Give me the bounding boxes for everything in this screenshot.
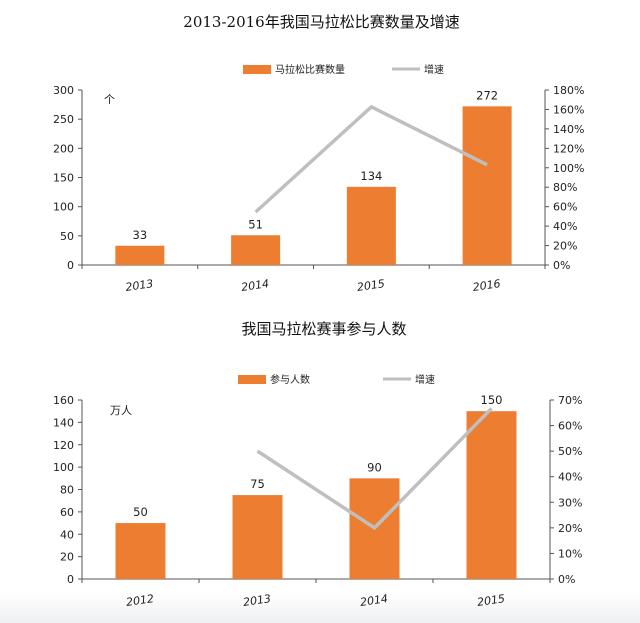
left-tick-label: 150: [53, 172, 74, 185]
category-label: 2016: [472, 277, 502, 294]
bar: [346, 186, 396, 265]
legend-bar-swatch: [238, 375, 266, 384]
right-tick-label: 100%: [553, 162, 584, 175]
right-tick-label: 30%: [558, 496, 582, 509]
right-tick-label: 160%: [553, 103, 584, 116]
bar-data-label: 272: [476, 88, 498, 102]
right-tick-label: 70%: [558, 394, 582, 407]
right-tick-label: 80%: [553, 181, 577, 194]
right-tick-label: 40%: [558, 471, 582, 484]
bar: [232, 495, 283, 579]
growth-line: [254, 104, 488, 214]
legend: 参与人数 增速: [238, 373, 435, 386]
bar-data-label: 150: [481, 393, 503, 407]
right-tick-label: 60%: [553, 201, 577, 214]
legend-line-label: 增速: [424, 63, 444, 76]
right-tick-label: 0%: [553, 259, 570, 272]
bar: [231, 235, 281, 265]
legend: 马拉松比赛数量 增速: [243, 63, 444, 76]
page-bottom-shade: [0, 593, 640, 623]
legend-bar-label: 马拉松比赛数量: [275, 63, 345, 76]
left-tick-label: 80: [60, 484, 74, 497]
left-tick-label: 0: [67, 259, 74, 272]
bar-data-label: 90: [367, 460, 382, 474]
unit-label: 个: [104, 93, 115, 106]
category-label: 2015: [476, 592, 506, 609]
unit-label: 万人: [110, 404, 132, 417]
right-tick-label: 120%: [553, 142, 584, 155]
chart-title: 我国马拉松赛事参与人数: [241, 320, 406, 338]
bar-data-label: 75: [250, 477, 265, 491]
legend-line-label: 增速: [415, 373, 435, 386]
bar: [462, 106, 512, 265]
right-tick-label: 20%: [558, 522, 582, 535]
right-tick-label: 60%: [558, 420, 582, 433]
bar-data-label: 51: [248, 217, 263, 231]
left-tick-label: 40: [60, 528, 74, 541]
bar-data-label: 50: [133, 505, 148, 519]
right-tick-label: 20%: [553, 240, 577, 253]
right-tick-label: 50%: [558, 445, 582, 458]
category-label: 2014: [240, 277, 270, 294]
left-tick-label: 0: [67, 573, 74, 586]
growth-line: [256, 407, 493, 531]
left-tick-label: 300: [53, 84, 74, 97]
left-tick-label: 20: [60, 551, 74, 564]
legend-bar-label: 参与人数: [270, 373, 310, 386]
left-tick-label: 160: [53, 394, 74, 407]
right-tick-label: 180%: [553, 84, 584, 97]
left-tick-label: 100: [53, 201, 74, 214]
chart-title: 2013-2016年我国马拉松比赛数量及增速: [183, 13, 459, 31]
right-tick-label: 140%: [553, 123, 584, 136]
left-tick-label: 200: [53, 142, 74, 155]
left-tick-label: 250: [53, 113, 74, 126]
bar: [466, 411, 517, 579]
legend-bar-swatch: [243, 65, 271, 74]
left-tick-label: 100: [53, 461, 74, 474]
left-tick-label: 120: [53, 439, 74, 452]
left-tick-label: 60: [60, 506, 74, 519]
bar-data-label: 134: [360, 169, 382, 183]
left-tick-label: 50: [60, 230, 74, 243]
bar-data-label: 33: [133, 228, 148, 242]
category-label: 2013: [125, 277, 155, 294]
left-tick-label: 140: [53, 416, 74, 429]
right-tick-label: 40%: [553, 220, 577, 233]
category-label: 2013: [242, 592, 272, 609]
category-label: 2015: [356, 277, 386, 294]
bar: [115, 523, 166, 579]
right-tick-label: 0%: [558, 573, 575, 586]
right-tick-label: 10%: [558, 547, 582, 560]
bar: [115, 245, 165, 265]
category-label: 2012: [125, 592, 155, 609]
category-label: 2014: [359, 592, 389, 609]
